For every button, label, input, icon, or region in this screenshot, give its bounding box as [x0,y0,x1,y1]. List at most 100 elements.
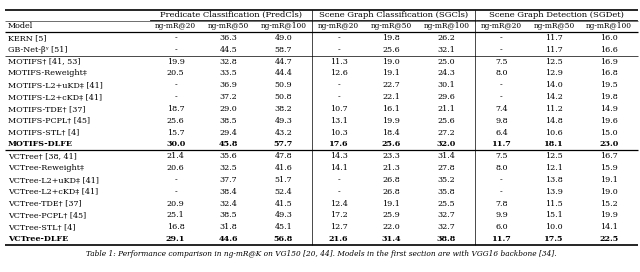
Text: 12.5: 12.5 [545,152,563,160]
Text: 35.6: 35.6 [220,152,237,160]
Text: 16.8: 16.8 [600,69,618,78]
Text: 11.7: 11.7 [492,235,511,243]
Text: 21.6: 21.6 [329,235,348,243]
Text: 25.6: 25.6 [167,117,184,125]
Text: 27.2: 27.2 [438,129,455,137]
Text: Table 1: Performance comparison in ng-mR@K on VG150 [20, 44]. Models in the firs: Table 1: Performance comparison in ng-mR… [86,250,557,258]
Text: ng-mR@20: ng-mR@20 [318,22,359,30]
Text: 15.9: 15.9 [600,164,618,172]
Text: 32.0: 32.0 [436,140,456,149]
Text: 32.7: 32.7 [438,223,455,231]
Text: 20.5: 20.5 [167,69,184,78]
Text: 32.4: 32.4 [220,200,237,208]
Text: 14.2: 14.2 [545,93,563,101]
Text: 50.8: 50.8 [275,93,292,101]
Text: 13.9: 13.9 [545,188,563,196]
Text: 20.6: 20.6 [167,164,184,172]
Text: ng-mR@20: ng-mR@20 [481,22,522,30]
Text: 25.6: 25.6 [381,140,401,149]
Text: 58.7: 58.7 [275,46,292,54]
Text: -: - [337,46,340,54]
Text: 14.9: 14.9 [600,105,618,113]
Text: 19.8: 19.8 [600,93,618,101]
Text: -: - [500,188,503,196]
Text: ng-mR@100: ng-mR@100 [423,22,469,30]
Text: -: - [174,81,177,89]
Text: 25.9: 25.9 [382,211,400,220]
Text: 15.0: 15.0 [600,129,618,137]
Text: MOTIFS-TDE† [37]: MOTIFS-TDE† [37] [8,105,85,113]
Text: -: - [337,81,340,89]
Text: 47.8: 47.8 [275,152,292,160]
Text: 13.8: 13.8 [545,176,563,184]
Text: VCTree-DLFE: VCTree-DLFE [8,235,68,243]
Text: MOTIFS-PCPL† [45]: MOTIFS-PCPL† [45] [8,117,90,125]
Text: -: - [500,93,503,101]
Text: 19.1: 19.1 [382,200,400,208]
Text: 19.9: 19.9 [600,211,618,220]
Text: -: - [337,34,340,42]
Text: 10.3: 10.3 [330,129,348,137]
Text: 17.6: 17.6 [329,140,348,149]
Text: VCTree† [38, 41]: VCTree† [38, 41] [8,152,77,160]
Text: ng-mR@50: ng-mR@50 [207,22,249,30]
Text: 25.0: 25.0 [438,58,455,66]
Text: 14.0: 14.0 [545,81,563,89]
Text: 22.7: 22.7 [382,81,400,89]
Text: 36.9: 36.9 [220,81,237,89]
Text: 25.6: 25.6 [438,117,455,125]
Text: 26.8: 26.8 [382,176,400,184]
Text: 29.0: 29.0 [220,105,237,113]
Text: 32.7: 32.7 [438,211,455,220]
Text: 31.4: 31.4 [437,152,455,160]
Text: 56.8: 56.8 [274,235,293,243]
Text: 17.2: 17.2 [330,211,348,220]
Text: -: - [500,176,503,184]
Text: 44.5: 44.5 [220,46,237,54]
Text: 45.8: 45.8 [218,140,238,149]
Text: 21.4: 21.4 [166,152,184,160]
Text: 38.5: 38.5 [220,117,237,125]
Text: 14.1: 14.1 [600,223,618,231]
Text: 35.8: 35.8 [438,188,455,196]
Text: -: - [174,46,177,54]
Text: -: - [337,176,340,184]
Text: ng-mR@100: ng-mR@100 [260,22,307,30]
Text: VCTree-L2+cKD‡ [41]: VCTree-L2+cKD‡ [41] [8,188,98,196]
Text: 17.5: 17.5 [545,235,564,243]
Text: 14.1: 14.1 [330,164,348,172]
Text: 52.4: 52.4 [275,188,292,196]
Text: 19.9: 19.9 [166,58,184,66]
Text: 29.1: 29.1 [166,235,186,243]
Text: 25.6: 25.6 [382,46,400,54]
Text: 8.0: 8.0 [495,164,508,172]
Text: 16.6: 16.6 [600,46,618,54]
Text: 7.8: 7.8 [495,200,508,208]
Text: 16.1: 16.1 [382,105,400,113]
Text: 18.1: 18.1 [544,140,564,149]
Text: 31.8: 31.8 [220,223,237,231]
Text: MOTIFS-Reweight‡: MOTIFS-Reweight‡ [8,69,88,78]
Text: 20.9: 20.9 [167,200,184,208]
Text: ng-mR@20: ng-mR@20 [155,22,196,30]
Text: 18.7: 18.7 [167,105,184,113]
Text: 12.9: 12.9 [545,69,563,78]
Text: 44.4: 44.4 [275,69,292,78]
Text: 30.1: 30.1 [438,81,455,89]
Text: 25.5: 25.5 [438,200,455,208]
Text: 50.9: 50.9 [275,81,292,89]
Text: VCTree-PCPL† [45]: VCTree-PCPL† [45] [8,211,86,220]
Text: 13.1: 13.1 [330,117,348,125]
Text: MOTIFS-DLFE: MOTIFS-DLFE [8,140,73,149]
Text: 11.7: 11.7 [545,34,563,42]
Text: VCTree-STL† [4]: VCTree-STL† [4] [8,223,75,231]
Text: 16.0: 16.0 [600,34,618,42]
Text: 43.2: 43.2 [275,129,292,137]
Text: 33.5: 33.5 [220,69,237,78]
Text: -: - [174,176,177,184]
Text: 38.8: 38.8 [436,235,456,243]
Text: 14.8: 14.8 [545,117,563,125]
Text: -: - [500,34,503,42]
Text: 44.6: 44.6 [218,235,238,243]
Text: 51.7: 51.7 [275,176,292,184]
